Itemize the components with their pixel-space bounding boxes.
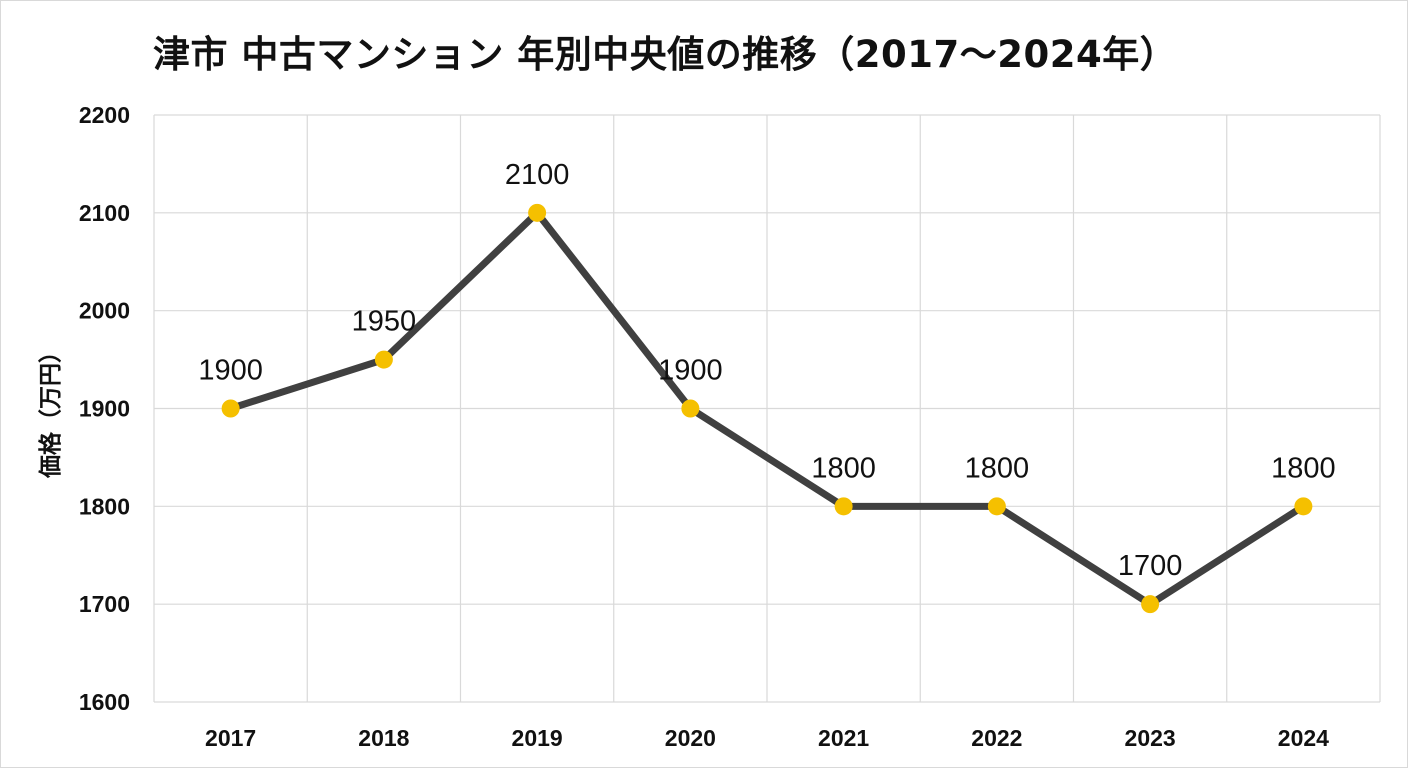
x-tick-label: 2023 — [1125, 725, 1176, 751]
x-tick-label: 2018 — [358, 725, 409, 751]
data-point — [221, 399, 240, 418]
x-tick-label: 2020 — [665, 725, 716, 751]
x-axis-ticks: 2017 2018 2019 2020 2021 2022 2023 2024 — [205, 725, 1329, 751]
data-point — [834, 497, 853, 516]
data-label: 1950 — [352, 306, 417, 338]
data-labels: 1900 1950 2100 1900 1800 1800 1700 1800 — [198, 159, 1335, 582]
data-point — [681, 399, 700, 418]
data-point — [374, 350, 393, 369]
data-label: 2100 — [505, 159, 570, 191]
data-label: 1700 — [1118, 550, 1183, 582]
x-tick-label: 2024 — [1278, 725, 1329, 751]
data-point — [1141, 595, 1160, 614]
y-tick-label: 1600 — [79, 689, 130, 715]
y-axis-ticks: 1600 1700 1800 1900 2000 2100 2200 — [79, 102, 130, 715]
data-label: 1900 — [198, 355, 263, 387]
data-label: 1800 — [811, 452, 876, 484]
chart-title: 津市 中古マンション 年別中央値の推移（2017〜2024年） — [153, 33, 1178, 76]
data-point — [1294, 497, 1313, 516]
grid-lines — [153, 114, 1381, 703]
x-tick-label: 2019 — [512, 725, 563, 751]
y-axis-label: 価格（万円） — [37, 340, 64, 479]
x-tick-label: 2017 — [205, 725, 256, 751]
y-tick-label: 2100 — [79, 200, 130, 226]
y-tick-label: 2000 — [79, 298, 130, 324]
y-tick-label: 1800 — [79, 493, 130, 519]
series-line-path — [227, 209, 1307, 608]
data-point — [987, 497, 1006, 516]
y-tick-label: 1900 — [79, 396, 130, 422]
x-tick-label: 2021 — [818, 725, 869, 751]
series-line — [227, 209, 1307, 608]
y-tick-label: 2200 — [79, 102, 130, 128]
x-tick-label: 2022 — [971, 725, 1022, 751]
data-label: 1800 — [965, 452, 1030, 484]
data-point — [528, 203, 547, 222]
data-label: 1900 — [658, 355, 723, 387]
y-tick-label: 1700 — [79, 591, 130, 617]
data-points — [221, 203, 1313, 614]
data-label: 1800 — [1271, 452, 1336, 484]
